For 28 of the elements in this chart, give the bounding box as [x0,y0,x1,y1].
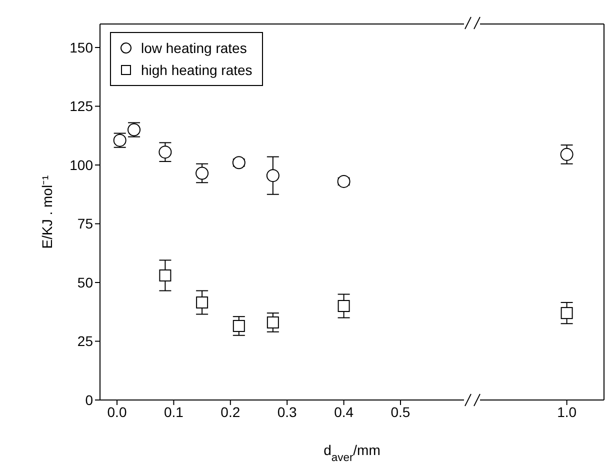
y-tick-label: 75 [77,216,94,232]
legend-label: high heating rates [141,62,252,78]
y-tick-label: 100 [70,156,94,173]
y-tick-label: 0 [85,392,94,408]
point [232,320,245,332]
point [266,316,279,328]
point [158,146,172,159]
x-tick-label: 0.2 [220,404,240,420]
point [159,269,172,282]
x-axis-title: d$_{aver}$/mm [324,442,380,464]
legend-label: low heating rates [141,40,247,56]
point [196,166,209,180]
x-tick-label: 0.4 [334,404,354,420]
x-tick-label: 0.5 [390,404,410,420]
y-tick-label: 50 [77,274,94,290]
point [266,169,280,182]
point [337,174,350,188]
x-tick-label: 0.0 [107,404,127,420]
point [232,156,246,170]
x-tick-label: 0.3 [277,404,298,420]
x-tick-label: 0.1 [164,404,184,420]
point [196,296,208,308]
y-tick-label: 25 [77,333,94,350]
point [338,300,350,312]
y-tick-label: 150 [70,39,94,56]
y-axis-title: E/KJ . mol⁻¹ [39,174,55,249]
y-tick-label: 125 [70,98,94,114]
x-tick-label: 1.0 [557,404,577,420]
